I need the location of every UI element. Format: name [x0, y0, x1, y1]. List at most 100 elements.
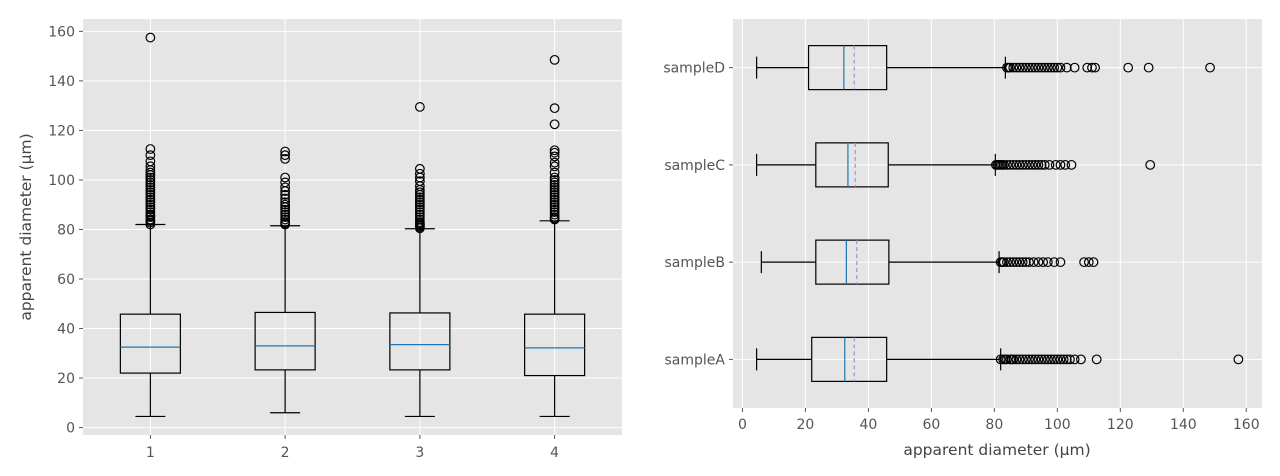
- flier-point: [1005, 159, 1015, 170]
- flier-point: [1065, 354, 1075, 365]
- flier-point: [1233, 354, 1244, 365]
- y-tick-label: 160: [48, 24, 75, 40]
- left-x-tick-labels: 1 2 3 4: [146, 435, 559, 461]
- flier-point: [1020, 62, 1031, 73]
- x-tick-label: 4: [550, 445, 559, 461]
- flier-point: [280, 177, 291, 188]
- flier-point: [1014, 257, 1025, 268]
- box-4: [524, 54, 586, 418]
- flier-point: [1143, 62, 1154, 73]
- flier-point: [280, 209, 291, 220]
- flier-point: [1030, 62, 1041, 73]
- flier-point: [549, 167, 560, 178]
- flier-point: [1014, 159, 1025, 170]
- flier-point: [1036, 159, 1047, 170]
- flier-point: [549, 194, 560, 205]
- flier-point: [280, 154, 291, 164]
- y-tick-label: 40: [57, 322, 75, 338]
- iqr-box: [807, 45, 888, 91]
- flier-point: [280, 212, 291, 222]
- flier-point: [1066, 159, 1077, 170]
- right-boxes: [756, 45, 1244, 382]
- flier-point: [145, 180, 156, 190]
- flier-point: [1055, 62, 1066, 73]
- flier-point: [1039, 159, 1050, 170]
- flier-point: [280, 189, 291, 200]
- flier-point: [145, 182, 156, 193]
- flier-point: [1088, 257, 1099, 268]
- flier-point: [549, 175, 560, 185]
- iqr-box: [524, 313, 586, 377]
- flier-point: [280, 214, 291, 225]
- flier-point: [1030, 354, 1041, 365]
- flier-point: [145, 192, 156, 203]
- flier-point: [414, 102, 425, 112]
- flier-point: [1008, 354, 1019, 365]
- flier-point: [1033, 62, 1044, 73]
- flier-point: [145, 214, 156, 225]
- flier-point: [998, 257, 1009, 268]
- flier-point: [145, 194, 156, 205]
- flier-point: [1002, 354, 1012, 365]
- flier-point: [1014, 354, 1025, 365]
- flier-point: [1005, 62, 1015, 73]
- right-x-axis-label: apparent diameter (μm): [903, 441, 1090, 459]
- flier-point: [1028, 257, 1039, 268]
- x-tick-label: 80: [985, 417, 1003, 433]
- flier-point: [1024, 159, 1034, 170]
- flier-point: [549, 209, 560, 220]
- flier-point: [1039, 62, 1050, 73]
- right-plot-area: [733, 19, 1262, 408]
- box-1: [119, 32, 181, 418]
- flier-point: [1123, 62, 1134, 73]
- flier-point: [1069, 62, 1080, 73]
- flier-point: [1017, 354, 1028, 365]
- flier-point: [1027, 62, 1038, 73]
- flier-point: [1087, 62, 1097, 73]
- flier-point: [414, 197, 425, 208]
- flier-point: [280, 193, 291, 204]
- flier-point: [549, 172, 560, 183]
- right-boxplot-panel: 0 20 40 60 80 100 120 140 160 sampleAsampleBsamp…: [663, 19, 1262, 459]
- flier-point: [1042, 257, 1053, 268]
- flier-point: [1082, 62, 1093, 73]
- flier-point: [1083, 257, 1094, 268]
- x-tick-label: 100: [1044, 417, 1071, 433]
- flier-point: [1011, 62, 1022, 73]
- flier-point: [549, 197, 560, 208]
- flier-point: [145, 161, 156, 172]
- flier-point: [1060, 159, 1071, 170]
- flier-point: [1030, 159, 1041, 170]
- flier-point: [1014, 62, 1025, 73]
- flier-point: [549, 187, 560, 198]
- flier-point: [1049, 62, 1060, 73]
- flier-point: [549, 147, 560, 158]
- flier-point: [1052, 354, 1063, 365]
- flier-point: [1027, 354, 1038, 365]
- flier-point: [1017, 257, 1028, 268]
- right-y-tick-labels: sampleA sampleB sampleC sampleD: [663, 61, 733, 368]
- flier-point: [414, 176, 425, 187]
- flier-point: [1091, 354, 1102, 365]
- flier-point: [145, 207, 156, 218]
- flier-point: [549, 199, 560, 210]
- iqr-box: [815, 142, 889, 188]
- flier-point: [1044, 159, 1055, 170]
- flier-point: [1046, 62, 1056, 73]
- right-x-tick-labels: 0 20 40 60 80 100 120 140 160: [738, 408, 1260, 433]
- flier-point: [549, 151, 560, 162]
- y-tick-label: 20: [57, 371, 75, 387]
- x-tick-label: 40: [859, 417, 877, 433]
- flier-point: [1036, 354, 1047, 365]
- flier-point: [145, 209, 156, 220]
- flier-point: [145, 177, 156, 188]
- flier-point: [1036, 62, 1047, 73]
- flier-point: [145, 175, 156, 185]
- flier-point: [1055, 257, 1066, 268]
- flier-point: [1039, 354, 1050, 365]
- y-tick-label: 140: [48, 74, 75, 90]
- flier-point: [1042, 354, 1053, 365]
- flier-point: [1011, 159, 1022, 170]
- iqr-box: [815, 239, 890, 285]
- flier-point: [1069, 354, 1080, 365]
